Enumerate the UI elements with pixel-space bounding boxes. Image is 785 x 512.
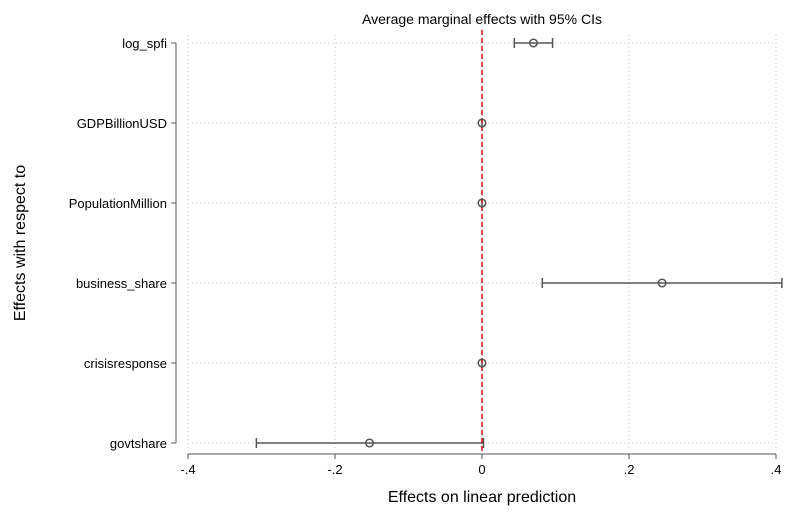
y-tick-label: log_spfi xyxy=(122,36,167,51)
x-tick-label: .4 xyxy=(771,462,782,477)
ci-govtshare xyxy=(255,438,485,448)
y-axis-title: Effects with respect to xyxy=(12,165,29,321)
axis-layer: -.4 -.2 0 .2 .4 log_spfi GDPBillionUSD Populati… xyxy=(69,36,782,477)
x-tick-label: 0 xyxy=(478,462,485,477)
x-tick-label: -.2 xyxy=(327,462,342,477)
estimate-point xyxy=(528,38,539,48)
y-tick-label: crisisresponse xyxy=(84,356,167,371)
chart-title: Average marginal effects with 95% CIs xyxy=(362,11,602,27)
estimate-point xyxy=(477,198,487,208)
x-tick-label: -.4 xyxy=(180,462,195,477)
marks-layer xyxy=(255,30,783,454)
ci-business_share xyxy=(541,278,783,288)
estimate-point xyxy=(364,438,375,448)
y-tick-label: govtshare xyxy=(110,436,167,451)
y-tick-label: business_share xyxy=(76,276,167,291)
ci-log_spfi xyxy=(513,38,554,48)
x-tick-label: .2 xyxy=(624,462,635,477)
estimate-point xyxy=(657,278,667,288)
estimate-point xyxy=(477,118,487,128)
y-tick-label: GDPBillionUSD xyxy=(77,116,167,131)
x-axis-title: Effects on linear prediction xyxy=(388,489,576,506)
y-tick-label: PopulationMillion xyxy=(69,196,167,211)
estimate-point xyxy=(477,358,487,368)
